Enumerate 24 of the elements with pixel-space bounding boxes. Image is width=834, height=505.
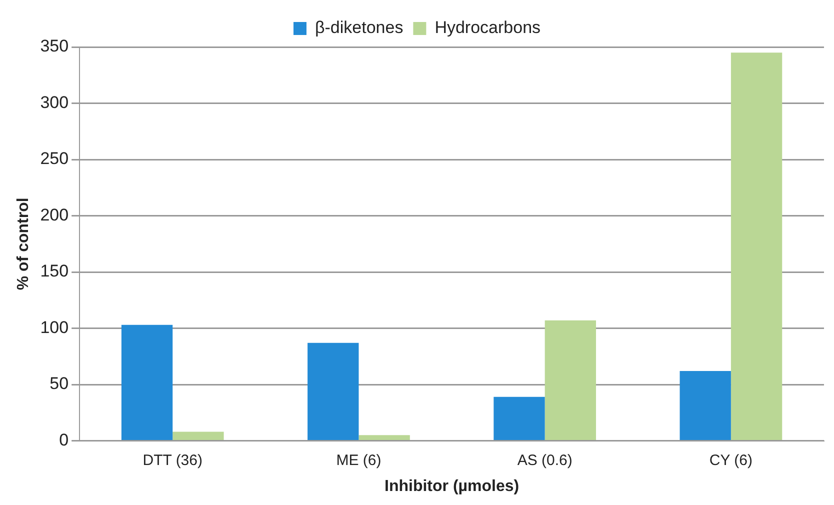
y-tick-label: 150 [40,262,69,281]
bar [308,342,359,440]
bar [121,324,173,440]
x-tick-label: DTT (36) [142,452,202,469]
y-tick-label: 0 [59,430,69,450]
legend-label: β-diketones [314,18,404,38]
y-tick-label: 100 [40,318,69,337]
x-tick-label: AS (0.6) [517,452,572,469]
bar [358,435,410,440]
y-tick-label: 200 [40,205,69,224]
y-tick-label: 250 [40,149,69,168]
bar [172,432,224,440]
legend-label: Hydrocarbons [434,18,541,38]
x-axis-title: Inhibitor (µmoles) [384,478,520,495]
bar [544,320,596,440]
bar [730,52,782,440]
bar [680,371,731,440]
x-tick-label: CY (6) [709,452,752,469]
y-tick-label: 50 [50,374,69,394]
bar [494,396,545,440]
y-axis-title: % of control [15,198,32,290]
y-tick-label: 350 [40,36,69,56]
x-tick-label: ME (6) [336,452,382,469]
y-tick-label: 300 [40,92,69,112]
